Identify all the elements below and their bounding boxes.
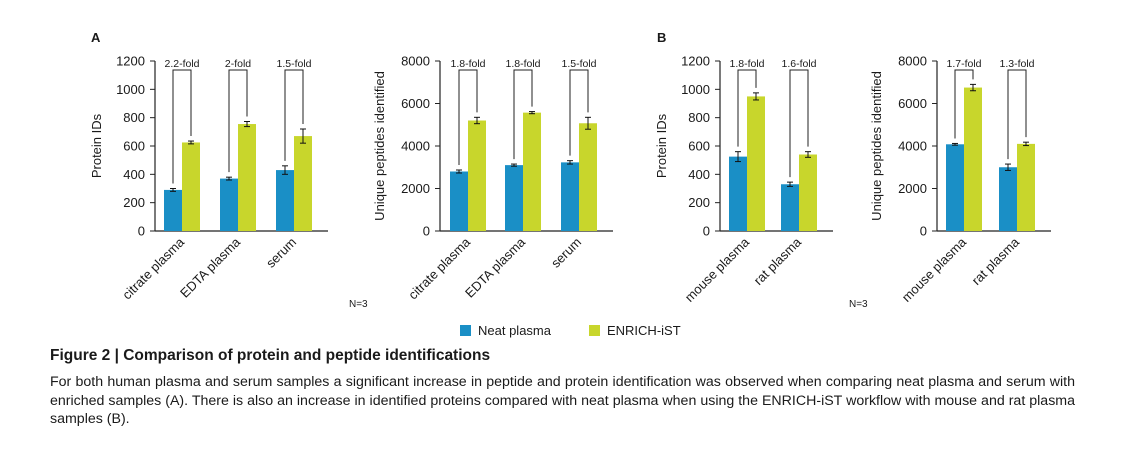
chart3-y-tick-label: 200 <box>688 195 710 210</box>
chart2-fold-bracket <box>513 69 533 160</box>
chart3-bar-enrich <box>747 96 765 232</box>
chart1-y-tick-label: 800 <box>123 110 145 125</box>
chart4-category-label: rat plasma <box>969 234 1023 288</box>
chart2-y-tick-label: 0 <box>423 224 430 239</box>
chart2-fold-bracket <box>569 69 589 156</box>
chart2-bar-enrich <box>468 120 486 231</box>
chart4-y-tick-label: 6000 <box>898 96 927 111</box>
figure-title: Figure 2 | Comparison of protein and pep… <box>50 347 491 364</box>
chart1-y-tick-label: 1000 <box>116 82 145 97</box>
chart4-y-tick-label: 4000 <box>898 139 927 154</box>
chart1-y-tick-label: 600 <box>123 139 145 154</box>
chart4-bar-neat <box>946 144 964 231</box>
chart1-y-tick-label: 400 <box>123 167 145 182</box>
chart3-y-tick-label: 1200 <box>681 54 710 69</box>
chart1-category-label: EDTA plasma <box>177 234 244 301</box>
chart3-y-axis-label: Protein IDs <box>654 113 669 178</box>
chart2-fold-bracket <box>458 69 478 166</box>
chart3-fold-label: 1.8-fold <box>729 58 764 70</box>
chart3-y-tick-label: 0 <box>703 224 710 239</box>
chart1-fold-bracket <box>284 69 304 161</box>
chart4-y-axis-label: Unique peptides identified <box>869 71 884 221</box>
legend-swatch-enrich <box>588 325 600 336</box>
n-label-a: N=3 <box>349 299 368 310</box>
chart1-fold-label: 1.5-fold <box>276 58 311 70</box>
chart3-bar-neat <box>729 156 747 231</box>
chart3-category-label: mouse plasma <box>682 234 753 305</box>
chart2-category-label: serum <box>548 235 584 271</box>
legend-item-enrich: ENRICH-iST <box>588 323 681 338</box>
chart4-bar-enrich <box>1017 143 1035 231</box>
chart3-fold-label: 1.6-fold <box>781 58 816 70</box>
chart2-y-axis-label: Unique peptides identified <box>372 71 387 221</box>
chart1-fold-label: 2-fold <box>225 58 251 70</box>
n-label-b: N=3 <box>849 299 868 310</box>
chart2-y-tick-label: 6000 <box>401 96 430 111</box>
chart1-fold-label: 2.2-fold <box>164 58 199 70</box>
chart1-bar-enrich <box>294 136 312 231</box>
chart1-fold-bracket <box>228 69 248 173</box>
chart2-fold-label: 1.8-fold <box>450 58 485 70</box>
chart1-category-label: serum <box>263 235 299 271</box>
chart4-bar-enrich <box>964 87 982 231</box>
legend-label-enrich: ENRICH-iST <box>606 323 681 338</box>
chart3-y-tick-label: 800 <box>688 110 710 125</box>
chart1-y-tick-label: 1200 <box>116 54 145 69</box>
chart2-category-label: EDTA plasma <box>462 234 529 301</box>
chart1-bar-neat <box>164 189 182 231</box>
chart4-y-tick-label: 0 <box>920 224 927 239</box>
chart4-y-tick-label: 8000 <box>898 54 927 69</box>
legend-label-neat: Neat plasma <box>478 323 551 338</box>
chart4-fold-bracket <box>954 69 974 139</box>
chart1-bar-neat <box>220 178 238 231</box>
panel-label-b: B <box>657 30 667 45</box>
chart1-y-tick-label: 0 <box>138 224 145 239</box>
chart2-bar-enrich <box>579 123 597 231</box>
chart1-bar-neat <box>276 170 294 231</box>
chart4-bar-neat <box>999 167 1017 231</box>
chart3-y-tick-label: 600 <box>688 139 710 154</box>
legend: Neat plasma ENRICH-iST <box>460 323 719 338</box>
chart2-bar-neat <box>505 165 523 231</box>
figure-charts: 0 200 400 600 800 1000 1200 Protein IDs citrate … <box>89 54 1051 305</box>
chart3-fold-bracket <box>789 69 809 178</box>
chart3-bar-neat <box>781 184 799 231</box>
chart4-y-tick-label: 2000 <box>898 181 927 196</box>
chart1-bar-enrich <box>182 142 200 231</box>
legend-swatch-neat <box>460 325 471 336</box>
panel-label-a: A <box>91 30 101 45</box>
chart4-fold-bracket <box>1007 69 1027 160</box>
chart3-bar-enrich <box>799 154 817 231</box>
legend-item-neat: Neat plasma <box>460 323 551 338</box>
chart2-fold-label: 1.8-fold <box>505 58 540 70</box>
chart4-category-label: mouse plasma <box>899 234 970 305</box>
chart2-bar-neat <box>450 171 468 231</box>
chart2-bar-neat <box>561 162 579 231</box>
chart3-y-tick-label: 400 <box>688 167 710 182</box>
chart1-y-axis-label: Protein IDs <box>89 113 104 178</box>
chart4-fold-label: 1.3-fold <box>999 58 1034 70</box>
chart1-fold-bracket <box>172 69 192 184</box>
chart3-fold-bracket <box>737 69 757 147</box>
chart1-category-label: citrate plasma <box>119 234 187 302</box>
chart2-y-tick-label: 8000 <box>401 54 430 69</box>
chart2-fold-label: 1.5-fold <box>561 58 596 70</box>
chart2-bar-enrich <box>523 112 541 231</box>
figure-caption: For both human plasma and serum samples … <box>50 374 1075 427</box>
chart2-y-tick-label: 2000 <box>401 181 430 196</box>
chart2-y-tick-label: 4000 <box>401 139 430 154</box>
chart3-category-label: rat plasma <box>751 234 805 288</box>
chart1-y-tick-label: 200 <box>123 195 145 210</box>
chart4-fold-label: 1.7-fold <box>946 58 981 70</box>
chart3-y-tick-label: 1000 <box>681 82 710 97</box>
chart1-bar-enrich <box>238 124 256 231</box>
